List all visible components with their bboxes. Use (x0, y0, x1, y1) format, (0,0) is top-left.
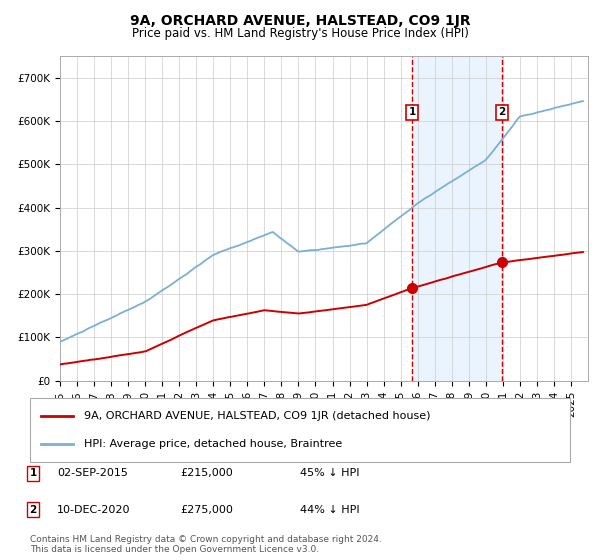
Bar (412, 56, 502, 381)
Text: 44% ↓ HPI: 44% ↓ HPI (300, 505, 359, 515)
Text: 10-DEC-2020: 10-DEC-2020 (57, 505, 131, 515)
Text: £275,000: £275,000 (180, 505, 233, 515)
FancyBboxPatch shape (30, 398, 570, 462)
Text: 02-SEP-2015: 02-SEP-2015 (57, 468, 128, 478)
Text: 45% ↓ HPI: 45% ↓ HPI (300, 468, 359, 478)
Text: 9A, ORCHARD AVENUE, HALSTEAD, CO9 1JR: 9A, ORCHARD AVENUE, HALSTEAD, CO9 1JR (130, 14, 470, 28)
Text: 1: 1 (29, 468, 37, 478)
Text: 2: 2 (498, 108, 505, 117)
Text: 2: 2 (29, 505, 37, 515)
Text: 1: 1 (409, 108, 416, 117)
Text: HPI: Average price, detached house, Braintree: HPI: Average price, detached house, Brai… (84, 439, 342, 449)
Text: Contains HM Land Registry data © Crown copyright and database right 2024.
This d: Contains HM Land Registry data © Crown c… (30, 535, 382, 554)
Text: Price paid vs. HM Land Registry's House Price Index (HPI): Price paid vs. HM Land Registry's House … (131, 27, 469, 40)
Text: 9A, ORCHARD AVENUE, HALSTEAD, CO9 1JR (detached house): 9A, ORCHARD AVENUE, HALSTEAD, CO9 1JR (d… (84, 410, 431, 421)
Text: £215,000: £215,000 (180, 468, 233, 478)
